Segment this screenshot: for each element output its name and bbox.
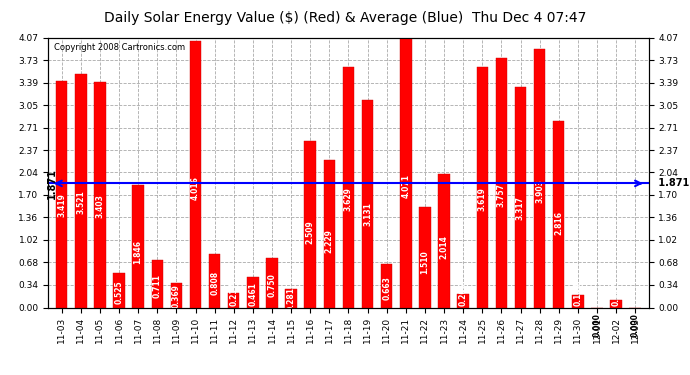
Text: 3.619: 3.619	[477, 188, 486, 211]
Bar	[477, 68, 488, 308]
Bar	[56, 81, 68, 308]
Text: 0.217: 0.217	[229, 282, 238, 306]
Text: 0.711: 0.711	[152, 274, 161, 298]
Bar	[152, 260, 163, 308]
Text: 3.903: 3.903	[535, 179, 544, 203]
Text: 0.663: 0.663	[382, 276, 391, 300]
Bar	[611, 300, 622, 307]
Bar	[75, 74, 86, 308]
Text: 3.419: 3.419	[57, 194, 66, 217]
Text: 2.816: 2.816	[554, 211, 563, 236]
Bar	[304, 141, 316, 308]
Bar	[286, 289, 297, 308]
Text: 3.403: 3.403	[95, 194, 104, 218]
Text: 0.000: 0.000	[631, 313, 640, 337]
Text: 3.629: 3.629	[344, 187, 353, 211]
Bar	[324, 160, 335, 308]
Bar	[170, 283, 182, 308]
Bar	[247, 277, 259, 308]
Bar	[209, 254, 220, 308]
Bar	[381, 264, 393, 308]
Bar	[94, 82, 106, 308]
Text: 0.369: 0.369	[172, 285, 181, 308]
Bar	[534, 49, 545, 308]
Bar	[266, 258, 277, 307]
Text: 1.846: 1.846	[134, 240, 143, 264]
Bar	[553, 121, 564, 308]
Text: 1.871: 1.871	[655, 178, 689, 188]
Bar	[515, 87, 526, 308]
Text: 0.461: 0.461	[248, 282, 257, 306]
Bar	[457, 294, 469, 307]
Text: 4.016: 4.016	[191, 176, 200, 200]
Bar	[362, 100, 373, 308]
Text: 3.757: 3.757	[497, 183, 506, 207]
Text: 0.188: 0.188	[573, 282, 582, 306]
Text: 0.206: 0.206	[459, 282, 468, 306]
Bar	[572, 295, 584, 307]
Bar	[438, 174, 450, 308]
Bar	[113, 273, 125, 308]
Text: 4.071: 4.071	[402, 174, 411, 198]
Text: 2.509: 2.509	[306, 221, 315, 245]
Text: 0.750: 0.750	[268, 273, 277, 297]
Text: 3.131: 3.131	[363, 202, 372, 226]
Text: 0.525: 0.525	[115, 280, 124, 304]
Text: 0.281: 0.281	[286, 287, 295, 311]
Bar	[190, 41, 201, 308]
Text: 1.871: 1.871	[47, 168, 57, 199]
Bar	[343, 67, 354, 308]
Bar	[495, 58, 507, 308]
Text: 3.317: 3.317	[516, 196, 525, 220]
Text: 3.521: 3.521	[77, 190, 86, 214]
Text: 2.014: 2.014	[440, 236, 449, 260]
Bar	[132, 185, 144, 308]
Text: 2.229: 2.229	[325, 229, 334, 253]
Text: 0.107: 0.107	[611, 282, 620, 306]
Text: 0.808: 0.808	[210, 272, 219, 296]
Bar	[400, 38, 411, 308]
Bar	[228, 293, 239, 308]
Text: 0.000: 0.000	[593, 313, 602, 337]
Text: 1.510: 1.510	[420, 251, 429, 274]
Text: Daily Solar Energy Value ($) (Red) & Average (Blue)  Thu Dec 4 07:47: Daily Solar Energy Value ($) (Red) & Ave…	[104, 11, 586, 25]
Text: Copyright 2008 Cartronics.com: Copyright 2008 Cartronics.com	[55, 43, 186, 52]
Bar	[420, 207, 431, 308]
